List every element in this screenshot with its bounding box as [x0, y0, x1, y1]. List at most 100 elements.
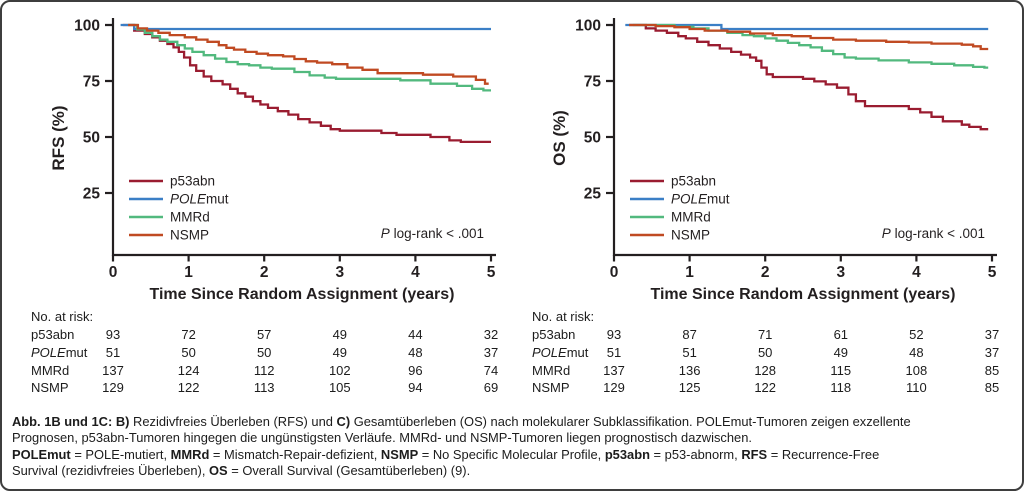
risk-cell: 124 [177, 362, 200, 378]
x-tick-label: 0 [610, 264, 619, 281]
risk-cell: 125 [678, 380, 701, 395]
y-tick-label: 50 [584, 130, 601, 147]
risk-cell: 48 [408, 345, 423, 360]
x-tick-label: 4 [912, 264, 921, 281]
label-text: MMRd [31, 362, 70, 378]
risk-cell: 115 [830, 362, 852, 378]
caption-bold-text: Abb. 1B und 1C: B) [12, 414, 130, 429]
risk-cell: 51 [105, 345, 121, 360]
caption-line-4: Survival (rezidivfreies Überleben), OS =… [12, 463, 1014, 479]
risk-cell: 50 [181, 345, 196, 360]
caption-bold-text: p53abn [604, 446, 650, 462]
label-text: POLE [31, 345, 66, 360]
risk-cell: 118 [830, 380, 852, 395]
risk-cell: 85 [984, 362, 1000, 378]
legend-item-p53abn: p53abn [630, 174, 716, 189]
p-value-annotation-os: P log-rank < .001 [882, 226, 985, 241]
risk-cell: 32 [483, 327, 499, 342]
caption-text: = Mismatch-Repair-defizient, [209, 446, 381, 462]
x-tick-label: 1 [184, 264, 193, 281]
legend-item-POLEmut: POLEmut [129, 192, 229, 207]
caption-line-1: Abb. 1B und 1C: B) Rezidivfreies Überleb… [12, 414, 1014, 430]
y-tick-label: 100 [74, 18, 100, 35]
caption-line-2: Prognosen, p53abn-Tumoren hingegen die u… [12, 430, 1014, 446]
x-tick-label: 2 [260, 264, 269, 281]
risk-cell: 113 [253, 380, 275, 395]
risk-cell: 49 [332, 327, 348, 342]
y-axis-title: OS (%) [550, 110, 569, 166]
risk-table-title: No. at risk: [532, 309, 595, 324]
legend-item-p53abn: p53abn [129, 174, 215, 189]
risk-tables: No. at risk: p53abn 93 72 57 49 44 32 POLE mut 51 5… [2, 2, 1022, 412]
risk-cell: 112 [253, 362, 275, 378]
caption-bold-text: MMRd [170, 446, 210, 462]
risk-cell: 74 [483, 362, 499, 378]
risk-cell: 69 [483, 380, 499, 395]
legend-item-MMRd: MMRd [129, 210, 210, 225]
caption-text: = Overall Survival (Gesamtüberleben) (9)… [227, 462, 471, 478]
risk-cell: 96 [408, 362, 423, 378]
risk-cell: 50 [256, 345, 272, 360]
legend-item-NSMP: NSMP [129, 228, 209, 243]
risk-cell: 37 [984, 345, 1000, 360]
risk-table-title: No. at risk: [31, 309, 94, 324]
caption-bold-text: NSMP [380, 446, 419, 462]
x-axis-title: Time Since Random Assignment (years) [150, 286, 455, 303]
label-text: p53abn [532, 327, 576, 342]
caption-text: Prognosen, p53abn-Tumoren hingegen die u… [12, 430, 752, 446]
risk-cell: 72 [181, 327, 196, 342]
risk-cell: 49 [332, 345, 348, 360]
legend-label-POLEmut: POLEmut [671, 192, 730, 207]
risk-cell: 102 [328, 362, 351, 378]
caption-bold-text: POLEmut [12, 446, 71, 462]
curve-NSMP [629, 23, 989, 51]
risk-row-label-POLEmut: POLE mut [31, 345, 87, 361]
risk-cell: 94 [408, 380, 423, 395]
risk-cell: 87 [682, 327, 697, 342]
y-tick-label: 75 [83, 74, 101, 91]
curve-MMRd [128, 23, 491, 92]
label-text: MMRd [532, 362, 571, 378]
risk-cell: 136 [678, 362, 701, 378]
caption-line-3: POLEmut = POLE-mutiert, MMRd = Mismatch-… [12, 447, 1014, 463]
y-tick-label: 75 [584, 74, 602, 91]
legend-label-NSMP: NSMP [671, 228, 710, 243]
risk-cell: 51 [682, 345, 697, 360]
caption-bold-text: RFS [741, 446, 768, 462]
risk-cell: 93 [606, 327, 622, 342]
panel-rfs: 100 75 50 25 0 1 2 3 4 5 RFS (%) Time Since Random … [49, 18, 496, 303]
risk-cell: 85 [984, 380, 1000, 395]
risk-cell: 48 [909, 345, 924, 360]
label-text: p53abn [31, 327, 75, 342]
risk-cell: 37 [984, 327, 1000, 342]
legend-label-NSMP: NSMP [170, 228, 209, 243]
risk-cell: 49 [833, 345, 849, 360]
x-tick-label: 1 [685, 264, 694, 281]
risk-cell: 93 [105, 327, 121, 342]
risk-cell: 129 [102, 380, 124, 395]
caption-bold-text: OS [209, 462, 228, 478]
figure-caption: Abb. 1B und 1C: B) Rezidivfreies Überleb… [12, 414, 1014, 479]
label-text: mut [65, 345, 88, 360]
risk-cell: 71 [757, 327, 773, 342]
caption-text: Rezidivfreies Überleben (RFS) und [129, 414, 337, 429]
x-tick-label: 2 [761, 264, 770, 281]
x-tick-label: 3 [836, 264, 845, 281]
risk-cell: 129 [603, 380, 625, 395]
caption-text: = POLE-mutiert, [70, 446, 171, 462]
x-axis-title: Time Since Random Assignment (years) [651, 286, 956, 303]
legend-label-p53abn: p53abn [671, 174, 716, 189]
caption-text: = p53-abnorm, [649, 446, 742, 462]
risk-cell: 50 [757, 345, 773, 360]
curve-p53abn [629, 23, 989, 131]
risk-cell: 57 [256, 327, 272, 342]
legend-label-MMRd: MMRd [170, 210, 210, 225]
legend-item-POLEmut: POLEmut [630, 192, 730, 207]
curve-POLEmut [120, 23, 491, 31]
risk-cell: 110 [906, 380, 927, 395]
x-tick-label: 5 [988, 264, 997, 281]
legend-label-p53abn: p53abn [170, 174, 215, 189]
risk-cell: 44 [408, 327, 423, 342]
x-tick-label: 5 [487, 264, 496, 281]
label-text: mut [566, 345, 589, 360]
